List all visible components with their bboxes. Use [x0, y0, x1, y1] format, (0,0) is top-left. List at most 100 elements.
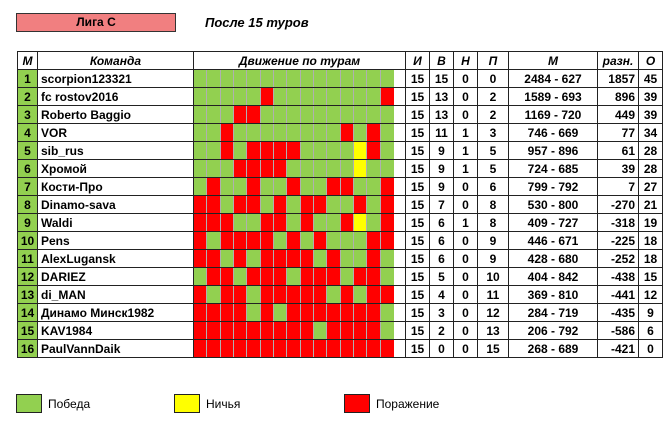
- row-wins: 6: [429, 249, 454, 268]
- result-cell: [273, 124, 288, 141]
- result-cell: [207, 214, 221, 231]
- row-played: 15: [405, 303, 430, 322]
- result-cell: [220, 304, 234, 321]
- row-goals: 404 - 842: [508, 267, 598, 286]
- result-cell: [367, 304, 381, 321]
- row-wins: 9: [429, 141, 454, 160]
- row-points: 12: [638, 285, 663, 304]
- row-wins: 13: [429, 105, 454, 124]
- row-draws: 1: [453, 123, 478, 142]
- legend-win-swatch: [16, 394, 42, 413]
- result-cell: [247, 196, 261, 213]
- legend-loss-label: Поражение: [376, 397, 440, 411]
- row-movement: [193, 249, 406, 268]
- result-cell: [273, 340, 288, 357]
- result-cell: [247, 232, 261, 249]
- row-movement: [193, 141, 406, 160]
- row-losses: 0: [477, 69, 509, 88]
- result-cell: [313, 268, 328, 285]
- result-cell: [367, 322, 381, 339]
- row-pos: 1: [17, 69, 38, 88]
- result-cell: [380, 178, 394, 195]
- result-cell: [380, 232, 394, 249]
- result-cell: [220, 142, 234, 159]
- result-cell: [340, 304, 354, 321]
- row-losses: 2: [477, 87, 509, 106]
- result-cell: [300, 142, 314, 159]
- result-cell: [380, 124, 394, 141]
- result-cell: [300, 268, 314, 285]
- result-cell: [340, 70, 354, 87]
- row-goals: 428 - 680: [508, 249, 598, 268]
- row-team: scorpion123321: [37, 69, 194, 88]
- result-cell: [367, 88, 381, 105]
- row-pos: 9: [17, 213, 38, 232]
- row-draws: 0: [453, 177, 478, 196]
- row-wins: 2: [429, 321, 454, 340]
- result-cell: [300, 286, 314, 303]
- row-diff: -318: [597, 213, 639, 232]
- row-team: AlexLugansk: [37, 249, 194, 268]
- result-cell: [287, 286, 301, 303]
- header-pos: М: [17, 51, 38, 70]
- row-team: PaulVannDaik: [37, 339, 194, 358]
- result-cell: [207, 160, 221, 177]
- result-cell: [233, 88, 248, 105]
- table-row: 2 fc rostov2016 15 13 0 2 1589 - 693 896 39: [17, 87, 663, 106]
- row-diff: -586: [597, 321, 639, 340]
- result-cell: [340, 286, 354, 303]
- row-losses: 13: [477, 321, 509, 340]
- result-cell: [313, 160, 328, 177]
- result-cell: [327, 250, 341, 267]
- result-cell: [233, 214, 248, 231]
- row-goals: 206 - 792: [508, 321, 598, 340]
- row-movement: [193, 105, 406, 124]
- result-cell: [367, 196, 381, 213]
- result-cell: [287, 232, 301, 249]
- table-row: 16 PaulVannDaik 15 0 0 15 268 - 689 -421 0: [17, 339, 663, 358]
- result-cell: [247, 124, 261, 141]
- row-points: 28: [638, 159, 663, 178]
- result-cell: [260, 232, 274, 249]
- result-cell: [194, 268, 208, 285]
- result-cell: [313, 304, 328, 321]
- result-cell: [273, 106, 288, 123]
- result-cell: [287, 196, 301, 213]
- row-points: 6: [638, 321, 663, 340]
- result-cell: [367, 340, 381, 357]
- result-cell: [353, 196, 368, 213]
- row-pos: 3: [17, 105, 38, 124]
- row-points: 15: [638, 267, 663, 286]
- result-cell: [353, 178, 368, 195]
- result-cell: [340, 250, 354, 267]
- result-cell: [233, 232, 248, 249]
- row-goals: 409 - 727: [508, 213, 598, 232]
- result-cell: [367, 178, 381, 195]
- row-draws: 0: [453, 303, 478, 322]
- row-draws: 0: [453, 231, 478, 250]
- result-cell: [340, 178, 354, 195]
- row-draws: 0: [453, 339, 478, 358]
- row-goals: 2484 - 627: [508, 69, 598, 88]
- result-cell: [300, 304, 314, 321]
- result-cell: [327, 304, 341, 321]
- row-draws: 0: [453, 69, 478, 88]
- row-played: 15: [405, 285, 430, 304]
- result-cell: [313, 70, 328, 87]
- result-cell: [327, 268, 341, 285]
- table-row: 8 Dinamo-sava 15 7 0 8 530 - 800 -270 21: [17, 195, 663, 214]
- result-cell: [300, 70, 314, 87]
- row-played: 15: [405, 339, 430, 358]
- row-diff: -438: [597, 267, 639, 286]
- result-cell: [260, 70, 274, 87]
- result-cell: [340, 232, 354, 249]
- header-losses: П: [477, 51, 509, 70]
- row-wins: 0: [429, 339, 454, 358]
- row-team: DARIEZ: [37, 267, 194, 286]
- standings-table: М Команда Движение по турам И В Н П М ра…: [17, 51, 663, 358]
- row-team: Pens: [37, 231, 194, 250]
- result-cell: [260, 124, 274, 141]
- row-diff: -225: [597, 231, 639, 250]
- result-cell: [353, 322, 368, 339]
- result-cell: [194, 196, 208, 213]
